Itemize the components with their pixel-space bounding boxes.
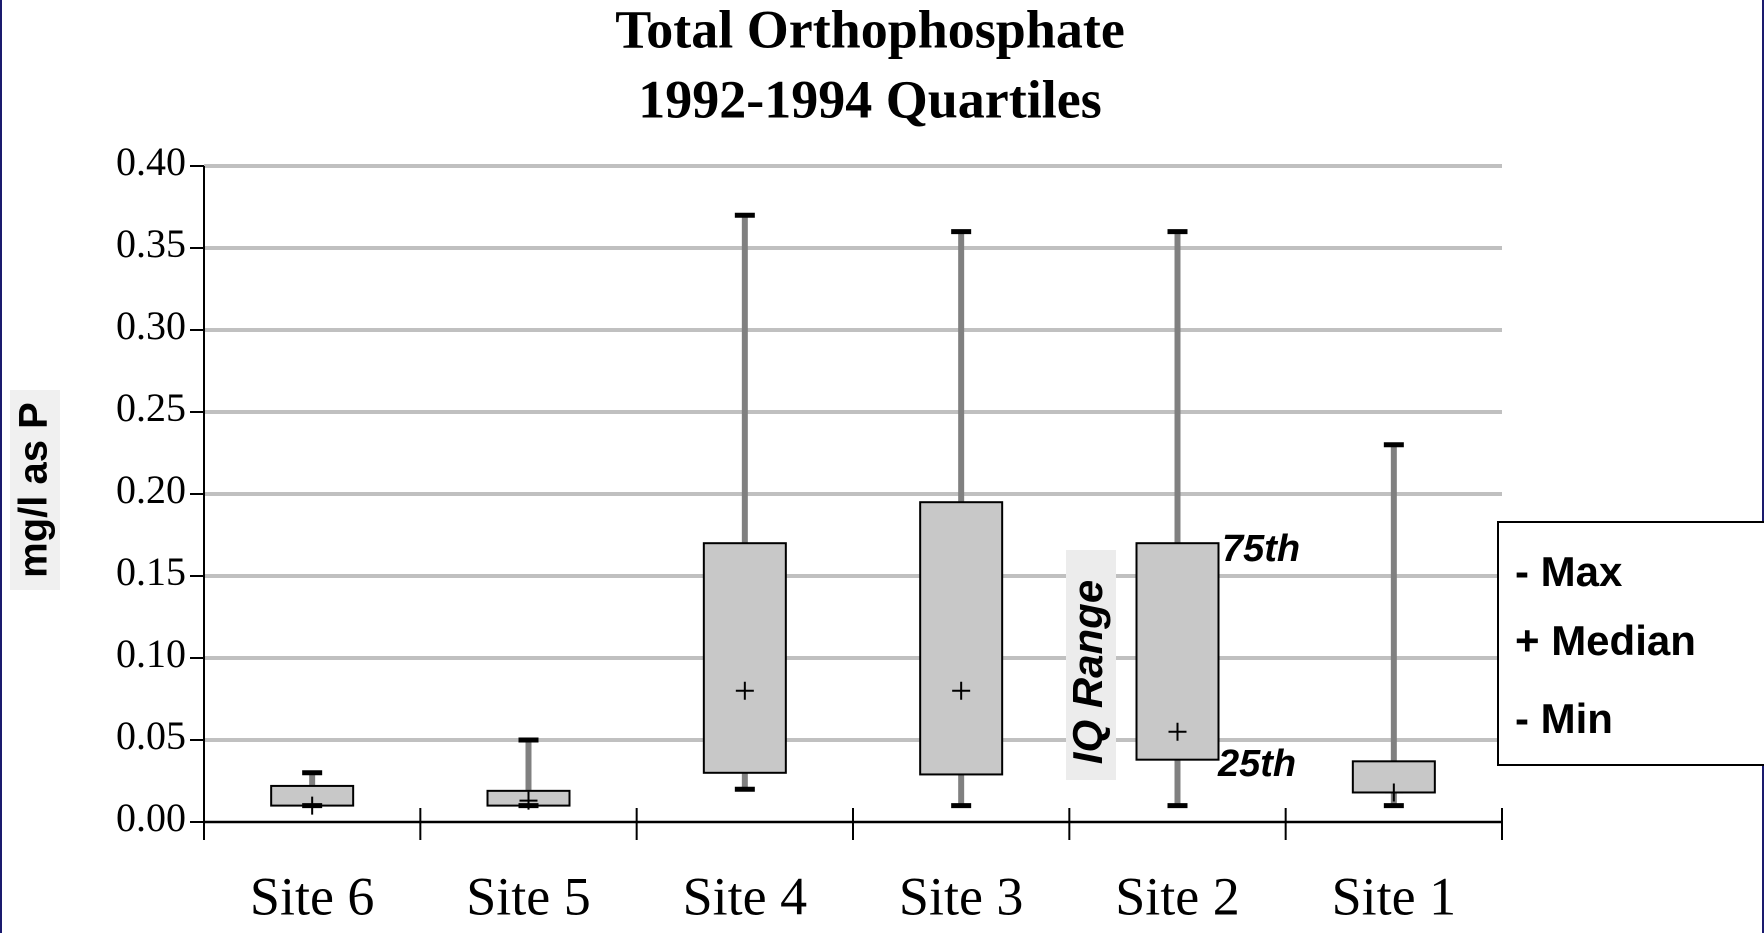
median bbox=[519, 791, 538, 810]
y-label-bg bbox=[10, 390, 60, 590]
y-tick-label: 0.10 bbox=[116, 631, 186, 676]
y-tick-label: 0.40 bbox=[116, 139, 186, 184]
annotation: IQ Range bbox=[1064, 580, 1112, 764]
y-tick-label: 0.25 bbox=[116, 385, 186, 430]
x-tick-label: Site 6 bbox=[250, 866, 375, 926]
annotation: 25th bbox=[1217, 743, 1296, 785]
x-tick-label: Site 5 bbox=[466, 866, 591, 926]
y-tick-label: 0.30 bbox=[116, 303, 186, 348]
y-axis-label: mg/l as P bbox=[12, 402, 56, 578]
y-tick-label: 0.00 bbox=[116, 795, 186, 840]
x-tick-label: Site 4 bbox=[683, 866, 808, 926]
legend-item: - Min bbox=[1515, 695, 1613, 742]
median bbox=[952, 681, 971, 700]
chart-title: Total Orthophosphate bbox=[615, 0, 1125, 59]
x-tick-label: Site 2 bbox=[1115, 866, 1240, 926]
box bbox=[702, 542, 787, 774]
y-tick-label: 0.15 bbox=[116, 549, 186, 594]
median bbox=[1168, 722, 1187, 741]
annotation: 75th bbox=[1222, 528, 1300, 570]
y-tick-label: 0.35 bbox=[116, 221, 186, 266]
legend-item: - Max bbox=[1515, 548, 1623, 595]
chart-title: 1992-1994 Quartiles bbox=[638, 69, 1101, 129]
annotation-bg bbox=[1066, 550, 1116, 780]
x-tick-label: Site 3 bbox=[899, 866, 1024, 926]
x-tick-label: Site 1 bbox=[1332, 866, 1457, 926]
legend-item: + Median bbox=[1515, 617, 1696, 664]
median bbox=[1384, 783, 1403, 802]
median bbox=[303, 796, 322, 815]
box bbox=[919, 501, 1004, 776]
legend-box bbox=[1497, 521, 1764, 766]
y-tick-label: 0.05 bbox=[116, 713, 186, 758]
y-tick-label: 0.20 bbox=[116, 467, 186, 512]
median bbox=[735, 681, 754, 700]
